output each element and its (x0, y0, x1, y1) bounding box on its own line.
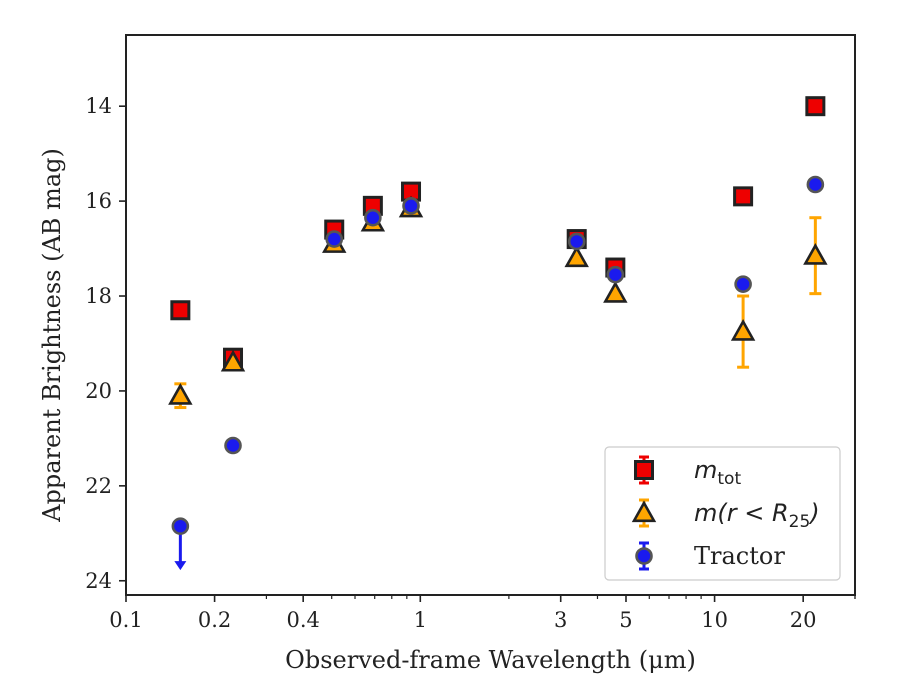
legend-marker (635, 547, 653, 565)
y-tick-label: 14 (85, 94, 112, 118)
legend-label-sub: tot (717, 469, 741, 489)
legend-label: Tractor (694, 542, 785, 570)
y-axis-label: Apparent Brightness (AB mag) (38, 148, 66, 523)
x-axis: 0.1 0.2 0.4 1 3 5 10 20 (109, 595, 856, 632)
data-marks (168, 96, 828, 571)
y-tick-label: 20 (85, 379, 112, 403)
data-point (803, 243, 828, 265)
y-tick-label: 24 (85, 569, 112, 593)
y-tick-label: 16 (85, 189, 112, 213)
x-tick-label: 0.2 (198, 608, 231, 632)
series-square (170, 96, 826, 368)
legend-marker (631, 500, 657, 523)
x-tick-label: 1 (414, 608, 427, 632)
legend: mtot m(r < R25) Tractor (604, 446, 841, 581)
data-point (805, 96, 826, 117)
data-point (170, 300, 191, 321)
x-tick-label: 5 (619, 608, 632, 632)
legend-label: m(r < R25) (694, 499, 820, 532)
x-tick-label: 20 (790, 608, 817, 632)
data-point (730, 318, 756, 341)
y-axis: 14 16 18 20 22 24 (85, 94, 126, 593)
legend-box (604, 446, 841, 581)
data-point (168, 383, 193, 405)
data-point (733, 186, 754, 207)
x-tick-label: 10 (701, 608, 728, 632)
x-tick-label: 3 (554, 608, 567, 632)
x-axis-label: Observed-frame Wavelength (μm) (285, 646, 696, 674)
legend-label-tail: ) (808, 499, 819, 527)
legend-label-main: m (694, 456, 717, 484)
legend-label: mtot (694, 456, 741, 489)
data-point (220, 349, 246, 372)
legend-marker (634, 460, 654, 480)
upper-limit-arrowhead (174, 561, 187, 571)
y-tick-label: 22 (85, 474, 112, 498)
legend-label-main: m(r < R (694, 499, 789, 527)
series-triangle (168, 195, 828, 410)
series-circle (171, 175, 825, 571)
y-tick-label: 18 (85, 284, 112, 308)
data-point (564, 245, 589, 268)
data-point (603, 280, 628, 303)
x-tick-label: 0.4 (286, 608, 319, 632)
legend-label-main: Tractor (694, 542, 785, 570)
x-tick-label: 0.1 (109, 608, 142, 632)
plot-frame (125, 34, 856, 596)
legend-label-sub: 25 (789, 512, 811, 532)
